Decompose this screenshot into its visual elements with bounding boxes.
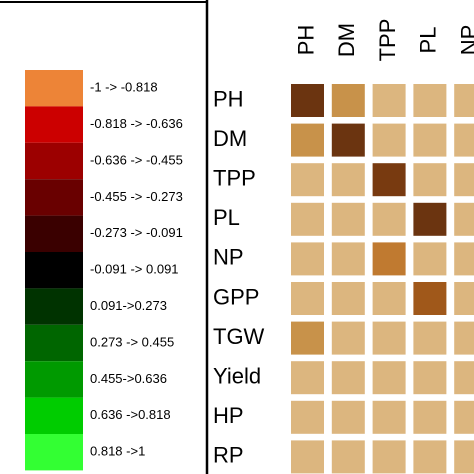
cell: [413, 123, 447, 157]
cell: [454, 84, 474, 117]
cell: [291, 361, 324, 395]
cell: [331, 163, 365, 197]
cell: [372, 440, 406, 474]
row-label: DM: [213, 126, 247, 151]
cell: [454, 361, 474, 395]
cell: [291, 163, 324, 197]
legend-swatch: [25, 324, 83, 362]
legend-swatch: [25, 179, 83, 216]
legend-label: -0.455 -> -0.273: [90, 189, 183, 204]
cell: [331, 321, 365, 355]
cell: [372, 282, 406, 315]
cell: [331, 400, 365, 434]
cell: [372, 400, 406, 434]
cell: [331, 123, 365, 157]
legend-label: -0.091 -> 0.091: [90, 262, 179, 277]
cell: [331, 84, 365, 117]
column-label: PH: [293, 25, 318, 56]
cell: [372, 242, 406, 276]
row-label: TGW: [213, 324, 265, 349]
legend-swatch: [25, 288, 83, 325]
cell: [331, 242, 365, 276]
legend-label: 0.455->0.636: [90, 371, 167, 386]
legend-label: -1 -> -0.818: [90, 80, 158, 95]
cell: [413, 400, 447, 434]
cell: [454, 242, 474, 276]
column-label: NP: [457, 25, 474, 56]
cell: [291, 282, 324, 315]
cell: [291, 400, 324, 434]
row-label: HP: [213, 403, 244, 428]
cell: [454, 321, 474, 355]
row-label: Yield: [213, 364, 261, 389]
cell: [331, 202, 365, 236]
legend-swatch: [25, 361, 83, 398]
legend-label: -0.636 -> -0.455: [90, 152, 183, 167]
legend-swatch: [25, 215, 83, 252]
cell: [454, 400, 474, 434]
legend-swatch: [25, 142, 83, 180]
cell: [372, 163, 406, 197]
cell: [454, 282, 474, 315]
legend-label: 0.091->0.273: [90, 298, 167, 313]
cell: [291, 202, 324, 236]
row-label: PL: [213, 205, 240, 230]
legend-swatch: [25, 106, 83, 143]
cell: [372, 361, 406, 395]
cell: [454, 202, 474, 236]
cell: [291, 84, 324, 117]
legend-label: 0.818 ->1: [90, 444, 145, 459]
cell: [413, 84, 447, 117]
row-label: GPP: [213, 284, 259, 309]
cell: [291, 123, 324, 157]
cell: [331, 361, 365, 395]
legend-label: 0.273 -> 0.455: [90, 334, 174, 349]
cell: [413, 440, 447, 474]
column-label: DM: [334, 23, 359, 57]
cell: [331, 282, 365, 315]
cell: [413, 282, 447, 315]
legend-swatch: [25, 434, 83, 471]
legend-label: -0.818 -> -0.636: [90, 116, 183, 131]
cell: [413, 163, 447, 197]
row-label: NP: [213, 245, 244, 270]
cell: [291, 321, 324, 355]
legend-swatch: [25, 252, 83, 289]
cell: [454, 440, 474, 474]
cell: [291, 242, 324, 276]
legend-label: 0.636 ->0.818: [90, 407, 171, 422]
cell: [372, 123, 406, 157]
row-label: PH: [213, 86, 244, 111]
cell: [413, 321, 447, 355]
cell: [372, 321, 406, 355]
legend-swatch: [25, 70, 83, 107]
cell: [413, 202, 447, 236]
cell: [413, 242, 447, 276]
row-label: TPP: [213, 166, 256, 191]
cell: [331, 440, 365, 474]
cell: [291, 440, 324, 474]
cell: [413, 361, 447, 395]
cell: [454, 163, 474, 197]
column-label: TPP: [375, 19, 400, 62]
legend-label: -0.273 -> -0.091: [90, 225, 183, 240]
column-label: PL: [416, 27, 441, 54]
cell: [454, 123, 474, 157]
legend-swatch: [25, 397, 83, 434]
cell: [372, 84, 406, 117]
row-label: RP: [213, 443, 244, 468]
cell: [372, 202, 406, 236]
